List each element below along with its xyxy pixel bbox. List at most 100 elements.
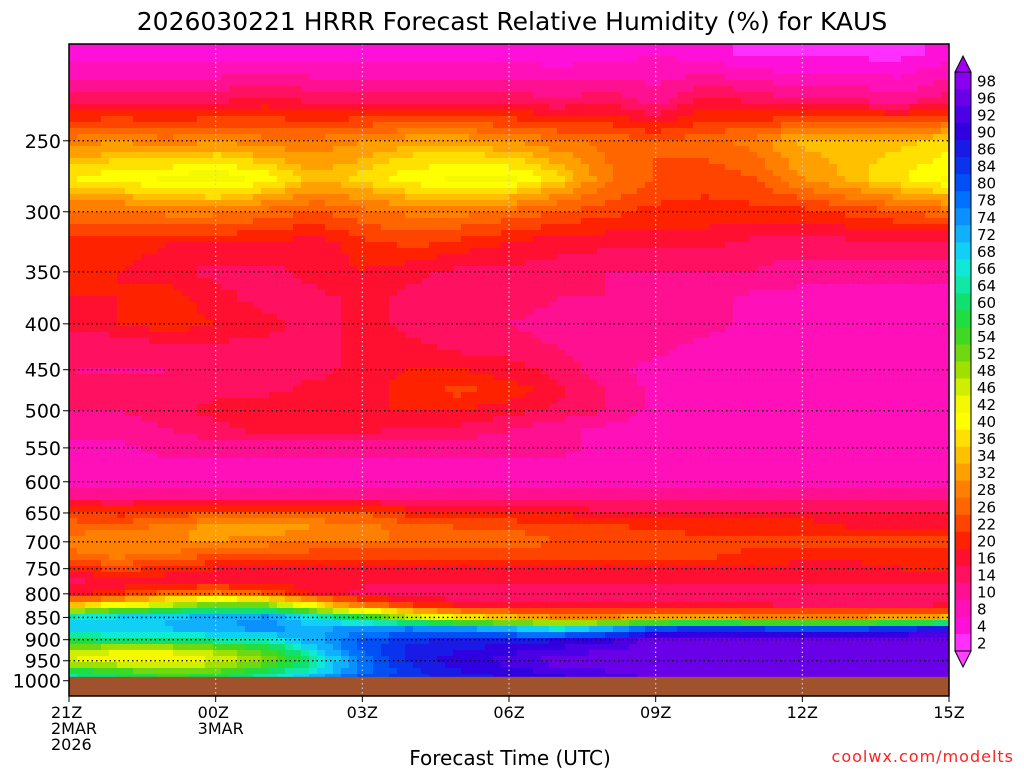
heatmap-cell — [677, 80, 686, 87]
heatmap-cell — [909, 158, 918, 165]
heatmap-cell — [213, 302, 222, 309]
heatmap-cell — [877, 110, 886, 117]
heatmap-cell — [381, 254, 390, 261]
heatmap-cell — [621, 50, 630, 57]
heatmap-cell — [725, 80, 734, 87]
heatmap-cell — [701, 194, 710, 201]
heatmap-cell — [349, 62, 358, 69]
heatmap-cell — [213, 218, 222, 225]
heatmap-cell — [149, 68, 158, 75]
heatmap-cell — [437, 50, 446, 57]
heatmap-cell — [557, 50, 566, 57]
heatmap-cell — [413, 266, 422, 273]
heatmap-cell — [101, 230, 110, 237]
heatmap-cell — [469, 212, 478, 219]
heatmap-cell — [141, 80, 150, 87]
heatmap-cell — [621, 134, 630, 141]
heatmap-cell — [725, 200, 734, 207]
heatmap-cell — [581, 134, 590, 141]
heatmap-cell — [805, 158, 814, 165]
heatmap-cell — [429, 80, 438, 87]
heatmap-cell — [565, 62, 574, 69]
heatmap-cell — [677, 134, 686, 141]
heatmap-cell — [261, 308, 270, 315]
heatmap-cell — [685, 212, 694, 219]
heatmap-cell — [917, 278, 926, 285]
heatmap-cell — [805, 230, 814, 237]
heatmap-cell — [149, 224, 158, 231]
heatmap-cell — [589, 212, 598, 219]
heatmap-cell — [229, 140, 238, 147]
heatmap-cell — [845, 182, 854, 189]
heatmap-cell — [157, 284, 166, 291]
heatmap-cell — [333, 50, 342, 57]
heatmap-cell — [541, 74, 550, 81]
heatmap-cell — [509, 122, 518, 129]
heatmap-cell — [645, 266, 654, 273]
heatmap-cell — [93, 272, 102, 279]
heatmap-cell — [493, 242, 502, 249]
heatmap-cell — [389, 224, 398, 231]
heatmap-cell — [869, 122, 878, 129]
heatmap-cell — [285, 290, 294, 297]
heatmap-cell — [685, 278, 694, 285]
heatmap-cell — [381, 182, 390, 189]
heatmap-cell — [173, 218, 182, 225]
heatmap-cell — [941, 110, 949, 117]
heatmap-cell — [445, 236, 454, 243]
heatmap-cell — [789, 272, 798, 279]
heatmap-cell — [789, 254, 798, 261]
heatmap-cell — [853, 188, 862, 195]
heatmap-cell — [405, 146, 414, 153]
heatmap-cell — [925, 266, 934, 273]
heatmap-cell — [285, 248, 294, 255]
heatmap-cell — [149, 140, 158, 147]
heatmap-cell — [253, 206, 262, 213]
heatmap-cell — [285, 158, 294, 165]
heatmap-cell — [325, 236, 334, 243]
heatmap-cell — [77, 230, 86, 237]
heatmap-cell — [621, 254, 630, 261]
heatmap-cell — [821, 194, 830, 201]
heatmap-cell — [653, 176, 662, 183]
heatmap-cell — [453, 152, 462, 159]
heatmap-cell — [845, 86, 854, 93]
heatmap-cell — [853, 212, 862, 219]
heatmap-cell — [765, 152, 774, 159]
heatmap-cell — [165, 218, 174, 225]
heatmap-cell — [773, 62, 782, 69]
heatmap-cell — [757, 284, 766, 291]
heatmap-cell — [765, 308, 774, 315]
heatmap-cell — [797, 62, 806, 69]
heatmap-cell — [357, 134, 366, 141]
heatmap-cell — [445, 74, 454, 81]
heatmap-cell — [533, 98, 542, 105]
heatmap-cell — [861, 62, 870, 69]
heatmap-cell — [181, 80, 190, 87]
heatmap-cell — [677, 260, 686, 267]
heatmap-cell — [893, 218, 902, 225]
heatmap-cell — [429, 110, 438, 117]
heatmap-cell — [829, 290, 838, 297]
heatmap-cell — [757, 122, 766, 129]
heatmap-cell — [93, 182, 102, 189]
heatmap-cell — [853, 152, 862, 159]
heatmap-cell — [293, 314, 302, 321]
heatmap-cell — [917, 236, 926, 243]
heatmap-cell — [341, 80, 350, 87]
heatmap-cell — [165, 80, 174, 87]
heatmap-cell — [901, 266, 910, 273]
heatmap-cell — [141, 152, 150, 159]
heatmap-cell — [909, 206, 918, 213]
heatmap-cell — [437, 92, 446, 99]
heatmap-cell — [205, 104, 214, 111]
heatmap-cell — [773, 158, 782, 165]
heatmap-cell — [885, 248, 894, 255]
heatmap-cell — [805, 290, 814, 297]
heatmap-cell — [565, 68, 574, 75]
heatmap-cell — [421, 74, 430, 81]
heatmap-cell — [221, 92, 230, 99]
heatmap-cell — [637, 68, 646, 75]
heatmap-cell — [229, 158, 238, 165]
heatmap-cell — [117, 254, 126, 261]
